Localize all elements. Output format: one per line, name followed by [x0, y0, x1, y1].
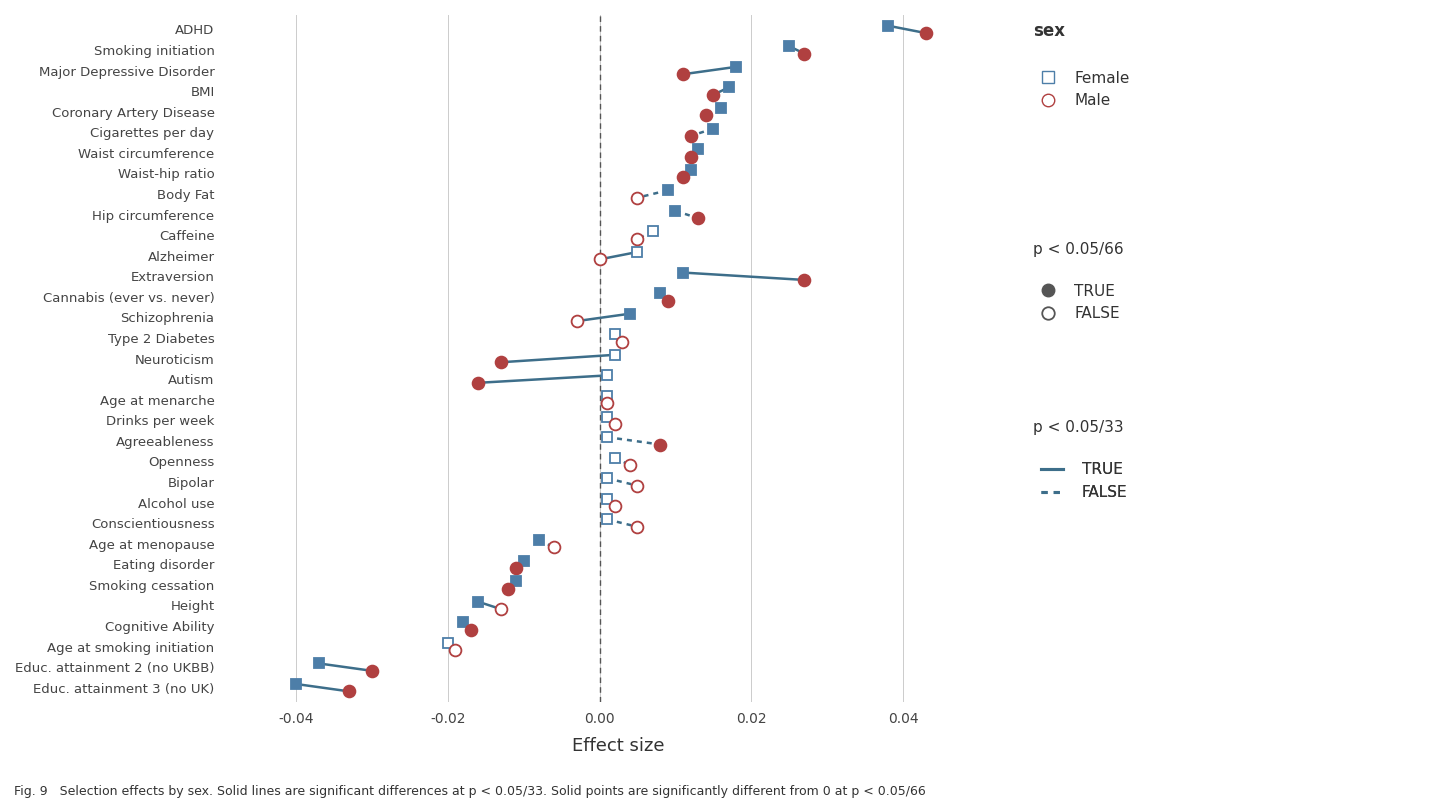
Text: Fig. 9   Selection effects by sex. Solid lines are significant differences at p : Fig. 9 Selection effects by sex. Solid l… [14, 785, 926, 798]
Text: p < 0.05/66: p < 0.05/66 [1033, 241, 1123, 257]
Legend: TRUE, FALSE: TRUE, FALSE [1040, 463, 1128, 500]
X-axis label: Effect size: Effect size [572, 737, 665, 755]
Text: p < 0.05/33: p < 0.05/33 [1033, 420, 1123, 435]
Text: sex: sex [1033, 22, 1065, 40]
